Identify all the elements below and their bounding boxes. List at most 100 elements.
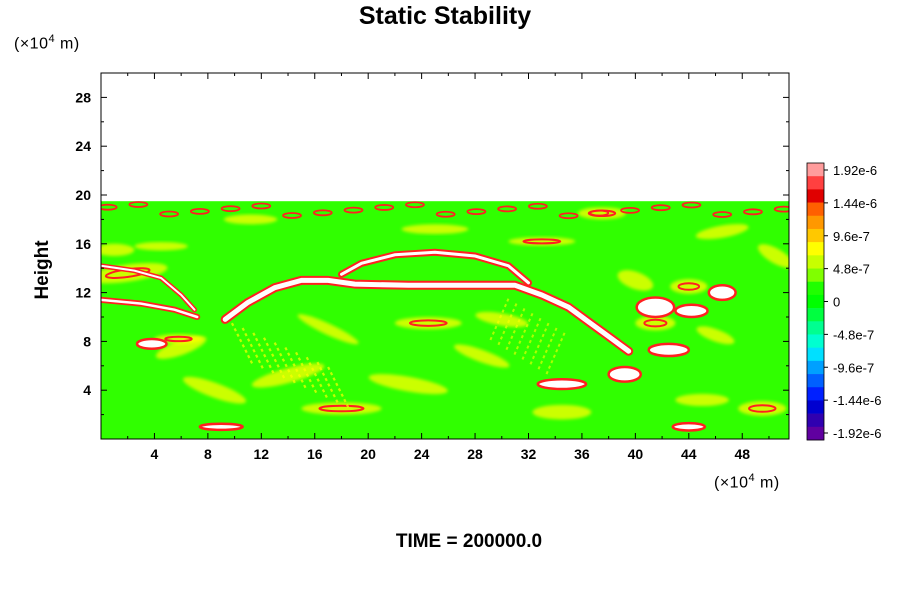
y-tick-label: 16 xyxy=(75,236,91,252)
colorbar-swatch xyxy=(807,268,824,283)
yellow-blob xyxy=(183,376,247,404)
ripple-streak xyxy=(273,342,298,386)
colorbar-label: 0 xyxy=(833,295,840,310)
colorbar-swatch xyxy=(807,347,824,362)
y-tick-label: 24 xyxy=(75,138,91,154)
colorbar-label: 1.44e-6 xyxy=(833,196,877,211)
top-edge-contour xyxy=(620,206,640,214)
ripple-streak xyxy=(544,332,566,376)
ripple-streak xyxy=(305,356,330,401)
ripple-streak xyxy=(230,322,255,367)
top-edge-contour xyxy=(650,204,671,212)
yellow-blob xyxy=(757,244,789,268)
top-edge-contour xyxy=(405,201,425,209)
red-contour xyxy=(408,319,448,327)
x-tick-label: 24 xyxy=(414,446,430,462)
left-arm-core xyxy=(101,298,199,319)
positive-patch xyxy=(671,421,707,432)
yellow-blob xyxy=(508,237,576,246)
top-edge-contour xyxy=(282,212,302,219)
positive-patch xyxy=(674,303,709,319)
x-tick-label: 36 xyxy=(574,446,590,462)
colorbar-label: -1.44e-6 xyxy=(833,393,881,408)
colorbar-swatch xyxy=(807,202,824,217)
x-tick-label: 32 xyxy=(521,446,537,462)
colorbar-swatch xyxy=(807,426,824,441)
top-edge-contour xyxy=(101,203,118,211)
yellow-blob xyxy=(670,279,708,294)
ripple-streak xyxy=(284,347,308,391)
top-edge-contour xyxy=(773,205,789,213)
colorbar-swatch xyxy=(807,413,824,428)
x-tick-label: 16 xyxy=(307,446,323,462)
colorbar-label: -4.8e-7 xyxy=(833,327,874,342)
colorbar-swatch xyxy=(807,360,824,375)
ripple-streak xyxy=(512,312,534,357)
colorbar-swatch xyxy=(807,308,824,322)
top-edge-contour xyxy=(712,211,733,218)
ripple-streak xyxy=(316,361,340,406)
x-tick-label: 4 xyxy=(151,446,159,462)
ripple-streak xyxy=(520,317,542,362)
colorbar-swatch xyxy=(807,163,824,177)
top-edge-contour xyxy=(251,202,272,210)
x-tick-label: 8 xyxy=(204,446,212,462)
ripple-streak xyxy=(252,332,276,377)
red-contour xyxy=(643,318,668,328)
ripple-streak xyxy=(536,327,558,372)
left-arm-core xyxy=(101,264,196,311)
yellow-blob xyxy=(297,314,359,345)
colorbar-swatch xyxy=(807,374,824,388)
y-tick-label: 12 xyxy=(75,285,91,301)
x-tick-label: 28 xyxy=(467,446,483,462)
top-edge-contour xyxy=(589,209,610,217)
arch-core xyxy=(222,277,632,354)
yellow-blob xyxy=(101,243,135,256)
y-tick-label: 20 xyxy=(75,187,91,203)
ripple-streak xyxy=(295,351,319,396)
top-edge-contour xyxy=(435,210,456,218)
positive-patch xyxy=(635,296,676,319)
ripple-streak xyxy=(262,337,287,381)
yellow-blob xyxy=(251,363,325,388)
red-contour xyxy=(748,404,777,413)
x-tick-label: 20 xyxy=(360,446,376,462)
yellow-blob xyxy=(223,214,278,225)
colorbar-swatch xyxy=(807,334,824,348)
colorbar-label: 1.92e-6 xyxy=(833,163,877,178)
ripple-streak xyxy=(496,303,518,347)
colorbar-label: -9.6e-7 xyxy=(833,360,874,375)
stability-field xyxy=(101,201,789,439)
positive-patch xyxy=(647,342,691,358)
yellow-blob xyxy=(301,402,382,415)
y-units-label: (×104 m) xyxy=(14,33,80,53)
yellow-blob xyxy=(695,224,749,240)
ripple-streak xyxy=(488,298,510,342)
yellow-blob xyxy=(696,326,735,345)
colorbar-swatch xyxy=(807,400,824,414)
top-edge-contour xyxy=(681,201,702,209)
positive-patch xyxy=(607,365,643,383)
top-edge-contour xyxy=(189,207,210,215)
colorbar-swatch xyxy=(807,321,824,335)
top-edge-contour xyxy=(743,208,763,216)
top-edge-contour xyxy=(159,210,180,218)
colorbar-label: 4.8e-7 xyxy=(833,262,870,277)
colorbar-label: 9.6e-7 xyxy=(833,229,870,244)
x-tick-label: 48 xyxy=(734,446,750,462)
colorbar-swatch xyxy=(807,242,824,256)
yellow-blob xyxy=(475,311,529,328)
colorbar-swatch xyxy=(807,215,824,230)
top-edge-contour xyxy=(220,205,241,213)
colorbar-label: -1.92e-6 xyxy=(833,426,881,441)
x-tick-label: 12 xyxy=(254,446,270,462)
plot-frame xyxy=(100,72,790,440)
x-tick-label: 44 xyxy=(681,446,697,462)
time-label: TIME = 200000.0 xyxy=(395,531,543,552)
top-edge-contour xyxy=(312,209,333,217)
colorbar-swatch xyxy=(807,228,824,243)
yellow-blob xyxy=(401,224,469,235)
red-contour xyxy=(318,404,365,413)
colorbar-swatch xyxy=(807,294,824,309)
x-units-label: (×104 m) xyxy=(714,472,780,492)
